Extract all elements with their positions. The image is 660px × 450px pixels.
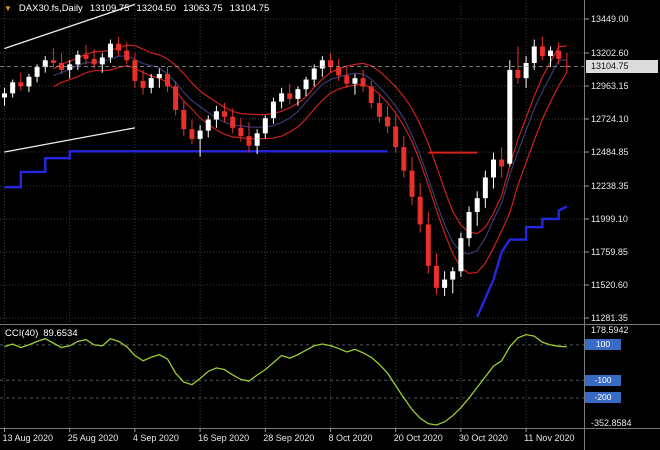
close-value: 13104.75 — [229, 3, 270, 14]
price-axis-label: 11520.60 — [591, 279, 628, 290]
open-value: 13109.75 — [89, 3, 130, 14]
price-axis-label: 11999.10 — [591, 213, 628, 224]
time-axis-label: 25 Aug 2020 — [67, 433, 119, 443]
cci-axis-max-label: 178.5942 — [591, 325, 629, 335]
symbol-info-bar: ▼ DAX30.fs,Daily 13109.75 13204.50 13063… — [4, 3, 269, 14]
current-price-value: 13104.75 — [591, 60, 629, 71]
cci-level-badge: 100 — [585, 339, 621, 351]
time-axis-label: 13 Aug 2020 — [2, 433, 54, 443]
time-axis-label: 30 Oct 2020 — [458, 433, 508, 443]
time-axis-label: 8 Oct 2020 — [328, 433, 373, 443]
price-axis-label: 12724.10 — [591, 113, 629, 124]
time-axis-label: 28 Sep 2020 — [263, 433, 315, 443]
price-axis-label: 11281.35 — [591, 313, 628, 323]
price-axis-label: 12238.35 — [591, 180, 629, 191]
low-value: 13063.75 — [183, 3, 223, 14]
price-axis-label: 12484.85 — [591, 146, 629, 157]
symbol-timeframe-label: DAX30.fs,Daily — [18, 3, 83, 14]
symbol-marker-icon: ▼ — [4, 3, 12, 13]
cci-level-badge: -100 — [585, 374, 621, 386]
price-axis-label: 13449.00 — [591, 14, 629, 24]
time-axis-label: 16 Sep 2020 — [198, 433, 250, 443]
price-axis-label: 13202.60 — [591, 47, 629, 58]
price-axis-label: 12963.15 — [591, 81, 629, 92]
time-axis-label: 11 Nov 2020 — [524, 433, 575, 443]
time-axis-label: 4 Sep 2020 — [132, 433, 179, 443]
time-axis-label: 20 Oct 2020 — [393, 433, 443, 443]
cci-indicator-value: 89.6534 — [43, 328, 78, 339]
cci-axis-min-label: -352.8584 — [591, 418, 632, 428]
current-price-tag: 13104.75 — [586, 59, 658, 73]
high-value: 13204.50 — [136, 3, 177, 14]
cci-level-badge: -200 — [585, 392, 621, 404]
cci-indicator-name: CCI(40) — [5, 328, 39, 339]
cci-indicator-header: CCI(40) 89.6534 — [5, 328, 78, 339]
price-axis-label: 11759.85 — [591, 246, 628, 257]
